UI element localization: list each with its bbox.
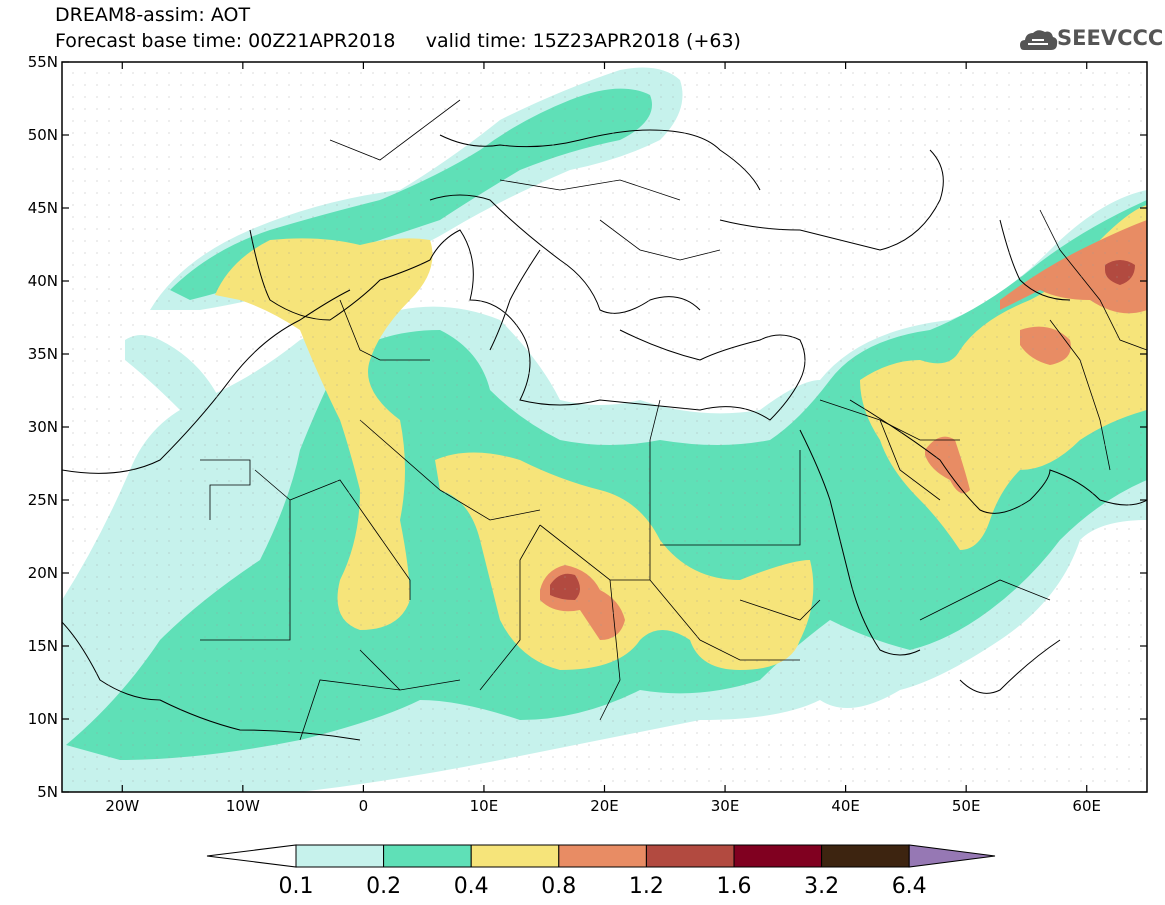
colorbar-label: 1.2	[629, 874, 664, 899]
lat-tick-label: 10N	[28, 710, 58, 728]
latitude-axis: 55N 50N 45N 40N 35N 30N 25N 20N 15N 10N 5N	[28, 53, 1147, 801]
colorbar-under-arrow	[206, 844, 297, 868]
lon-tick-label: 20W	[105, 797, 139, 815]
lon-tick-label: 20E	[590, 797, 619, 815]
colorbar-label: 0.8	[541, 874, 576, 899]
longitude-axis: 20W 10W 0 10E 20E 30E 40E 50E 60E	[105, 62, 1101, 815]
lon-tick-label: 40E	[831, 797, 860, 815]
lat-tick-label: 55N	[28, 53, 58, 71]
lat-tick-label: 30N	[28, 418, 58, 436]
colorbar-label: 1.6	[717, 874, 752, 899]
colorbar-label: 0.1	[279, 874, 314, 899]
lon-tick-label: 30E	[711, 797, 740, 815]
map-subtitle: Forecast base time: 00Z21APR2018 valid t…	[55, 30, 741, 52]
base-time: Forecast base time: 00Z21APR2018	[55, 30, 396, 52]
lon-tick-label: 50E	[952, 797, 981, 815]
aot-field	[62, 62, 1147, 792]
colorbar-swatch	[470, 844, 560, 868]
lat-tick-label: 25N	[28, 491, 58, 509]
colorbar-label: 3.2	[804, 874, 839, 899]
lat-tick-label: 40N	[28, 272, 58, 290]
colorbar: 0.1 0.2 0.4 0.8 1.2 1.6 3.2 6.4	[206, 844, 996, 899]
lon-tick-label: 0	[359, 797, 369, 815]
colorbar-label: 0.4	[454, 874, 489, 899]
colorbar-swatch	[821, 844, 910, 868]
lat-tick-label: 5N	[37, 783, 58, 801]
colorbar-swatch	[645, 844, 735, 868]
colorbar-swatch	[733, 844, 823, 868]
lat-tick-label: 50N	[28, 126, 58, 144]
lat-tick-label: 15N	[28, 637, 58, 655]
logo-text: SEEVCCC	[1057, 26, 1164, 50]
colorbar-swatch	[383, 844, 472, 868]
valid-time: valid time: 15Z23APR2018 (+63)	[425, 30, 741, 52]
lon-tick-label: 10W	[226, 797, 260, 815]
lat-tick-label: 35N	[28, 345, 58, 363]
lon-tick-label: 10E	[470, 797, 499, 815]
lat-tick-label: 45N	[28, 199, 58, 217]
cloud-icon	[1020, 30, 1058, 50]
lon-tick-label: 60E	[1072, 797, 1101, 815]
colorbar-swatch	[558, 844, 647, 868]
colorbar-label: 0.2	[366, 874, 401, 899]
colorbar-over-arrow	[908, 844, 996, 868]
lat-tick-label: 20N	[28, 564, 58, 582]
colorbar-swatch	[295, 844, 385, 868]
map-title: DREAM8-assim: AOT	[55, 4, 251, 26]
colorbar-label: 6.4	[892, 874, 927, 899]
